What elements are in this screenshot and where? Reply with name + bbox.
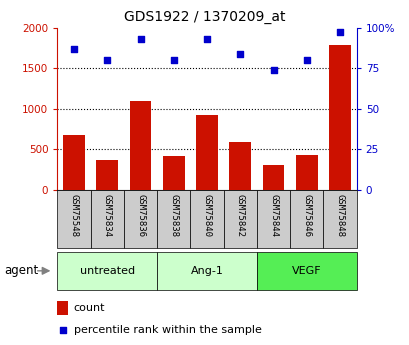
Text: untreated: untreated: [79, 266, 135, 276]
Bar: [96, 160, 118, 190]
Point: [270, 67, 276, 72]
Bar: [190, 190, 223, 248]
Text: GSM75842: GSM75842: [235, 195, 244, 237]
Text: GSM75836: GSM75836: [136, 195, 145, 237]
Bar: [57, 301, 68, 315]
Point: [170, 57, 177, 63]
Point: [303, 57, 309, 63]
Bar: [63, 136, 85, 190]
Bar: [323, 190, 356, 248]
Bar: [223, 190, 256, 248]
Text: GDS1922 / 1370209_at: GDS1922 / 1370209_at: [124, 10, 285, 24]
Bar: [328, 46, 350, 190]
Bar: [90, 190, 124, 248]
Point: [59, 327, 66, 333]
Bar: [256, 190, 290, 248]
Text: GSM75838: GSM75838: [169, 195, 178, 237]
Bar: [196, 115, 217, 190]
Bar: [129, 101, 151, 190]
Text: GSM75848: GSM75848: [335, 195, 344, 237]
Point: [203, 36, 210, 42]
Text: percentile rank within the sample: percentile rank within the sample: [74, 325, 261, 335]
Point: [71, 46, 77, 51]
Text: agent: agent: [4, 264, 38, 277]
Bar: [163, 156, 184, 190]
Point: [104, 57, 110, 63]
Bar: [157, 252, 256, 290]
Text: GSM75840: GSM75840: [202, 195, 211, 237]
Bar: [229, 142, 250, 190]
Text: GSM75844: GSM75844: [268, 195, 277, 237]
Bar: [157, 190, 190, 248]
Point: [137, 36, 144, 42]
Bar: [295, 155, 317, 190]
Bar: [256, 252, 356, 290]
Bar: [262, 165, 284, 190]
Bar: [57, 252, 157, 290]
Text: GSM75834: GSM75834: [103, 195, 112, 237]
Bar: [290, 190, 323, 248]
Text: count: count: [74, 303, 105, 313]
Point: [236, 51, 243, 56]
Text: Ang-1: Ang-1: [190, 266, 223, 276]
Text: GSM75846: GSM75846: [301, 195, 310, 237]
Bar: [57, 190, 90, 248]
Point: [336, 30, 342, 35]
Bar: [124, 190, 157, 248]
Text: GSM75548: GSM75548: [70, 195, 79, 237]
Text: VEGF: VEGF: [291, 266, 321, 276]
